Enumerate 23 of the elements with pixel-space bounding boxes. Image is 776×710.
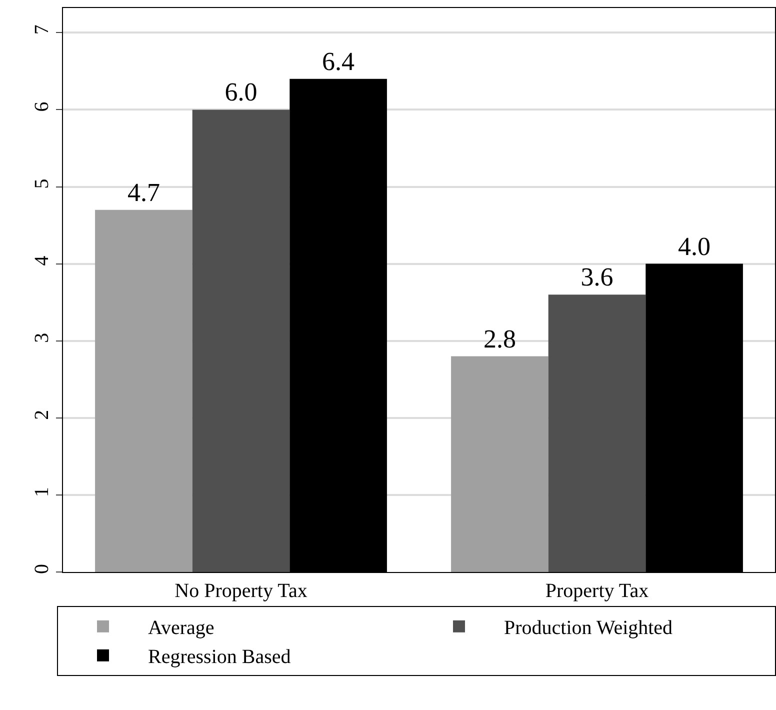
legend-label: Production Weighted (504, 617, 673, 640)
bar (95, 210, 192, 572)
y-tick-label: 3 (31, 332, 53, 343)
x-tick-label: Property Tax (545, 580, 649, 602)
bar (192, 110, 290, 572)
y-tick-label: 6 (31, 102, 53, 112)
data-label: 6.0 (224, 78, 258, 107)
data-label: 4.0 (678, 232, 711, 261)
bar (548, 294, 646, 572)
data-label: 6.4 (322, 46, 355, 76)
data-label: 2.8 (483, 324, 516, 354)
data-label: 3.6 (580, 262, 614, 292)
y-tick-label: 2 (31, 410, 53, 420)
y-tick-label: 4 (31, 256, 53, 266)
legend-label: Average (148, 617, 214, 640)
legend-label: Regression Based (148, 646, 291, 668)
y-tick-label: 1 (31, 486, 53, 497)
data-label: 4.7 (127, 178, 160, 207)
y-tick-label: 0 (31, 564, 53, 574)
x-tick-label: No Property Tax (174, 580, 308, 602)
y-tick-label: 7 (31, 24, 53, 35)
bar (451, 356, 548, 572)
y-tick-label: 5 (31, 178, 53, 189)
